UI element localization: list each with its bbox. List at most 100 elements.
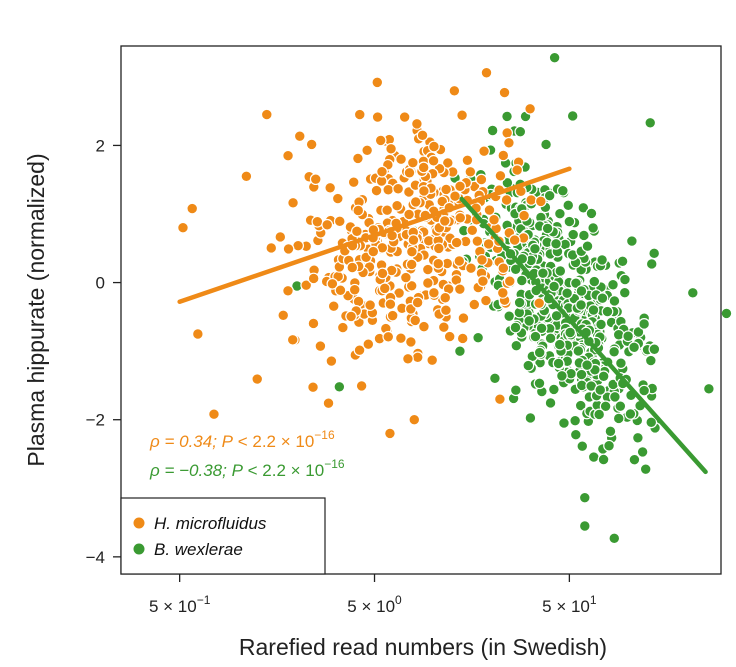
point-series-1-534: [564, 326, 577, 339]
point-series-0-391: [376, 267, 389, 280]
fit-line-series-0: [177, 166, 572, 305]
point-series-0-421: [186, 202, 199, 215]
point-series-1-332: [587, 221, 600, 234]
point-series-0-66: [497, 149, 510, 162]
fit-line-series-1: [459, 196, 708, 475]
point-series-0-401: [427, 286, 440, 299]
point-series-1-264: [607, 278, 619, 291]
legend-box: [120, 497, 326, 575]
point-series-0-295: [450, 236, 463, 249]
point-series-1-125: [544, 397, 557, 409]
point-series-0-292: [364, 299, 377, 312]
point-series-1-450: [597, 370, 610, 383]
point-series-1-224: [614, 400, 627, 413]
point-series-0-304: [403, 208, 415, 221]
point-series-0-92: [480, 294, 492, 307]
point-series-1-537: [509, 384, 522, 397]
point-series-0-156: [300, 279, 313, 292]
point-series-0-181: [498, 86, 511, 99]
point-series-0-228: [353, 344, 366, 357]
point-series-0-355: [327, 300, 340, 313]
point-series-1-410: [597, 453, 610, 466]
stat-b-wexlerae: ρ = −0.38; P < 2.2 × 10−16: [149, 457, 345, 480]
x-tick-label-2: 5 × 101: [542, 593, 597, 616]
plot-frame: [120, 45, 722, 575]
point-series-0-2: [361, 144, 374, 157]
point-series-1-423: [624, 408, 637, 420]
point-series-1-517: [581, 359, 593, 372]
point-series-1-551: [575, 299, 587, 311]
point-series-0-257: [402, 352, 414, 365]
point-series-1-425: [603, 439, 615, 452]
point-series-0-90: [274, 231, 287, 243]
point-series-0-430: [533, 297, 546, 310]
point-series-0-175: [386, 309, 399, 322]
point-series-1-466: [587, 304, 600, 316]
point-series-0-411: [334, 284, 347, 297]
point-series-1-439: [501, 110, 513, 123]
point-series-0-322: [382, 183, 395, 196]
point-series-0-399: [405, 245, 418, 258]
point-series-0-273: [309, 173, 322, 186]
point-series-0-385: [406, 156, 419, 169]
point-series-0-303: [405, 258, 418, 271]
point-series-1-504: [537, 267, 549, 280]
point-series-0-358: [432, 257, 445, 270]
point-series-0-330: [409, 314, 422, 327]
point-series-0-419: [371, 76, 384, 89]
point-series-1-472: [622, 330, 635, 343]
fit-lines: [177, 166, 708, 475]
point-series-0-426: [282, 149, 294, 162]
point-series-1-279: [645, 258, 658, 270]
point-series-1-388: [576, 440, 589, 453]
legend-marker-h-microfluidus: [133, 517, 145, 529]
point-series-1-531: [553, 338, 566, 351]
point-series-0-377: [461, 154, 474, 167]
point-series-0-288: [405, 279, 418, 292]
point-series-1-558: [585, 207, 598, 220]
point-series-0-373: [427, 154, 440, 167]
point-series-0-209: [483, 204, 496, 216]
point-series-0-398: [440, 304, 452, 317]
x-axis-label: Rarefied read numbers (in Swedish): [239, 634, 607, 660]
point-series-0-245: [534, 195, 547, 208]
point-series-0-12: [305, 138, 318, 151]
point-series-0-254: [326, 277, 339, 290]
point-series-1-441: [638, 318, 651, 330]
point-series-0-61: [466, 224, 479, 237]
point-series-0-375: [421, 277, 434, 289]
point-series-0-185: [437, 321, 450, 334]
point-series-1-293: [562, 199, 575, 212]
point-series-0-320: [496, 286, 509, 299]
point-series-0-290: [307, 317, 320, 330]
point-series-1-420: [561, 287, 574, 300]
point-series-1-270: [628, 453, 641, 466]
point-series-0-336: [409, 196, 422, 208]
point-series-0-301: [355, 379, 368, 392]
point-series-0-191: [471, 235, 484, 248]
point-series-0-417: [454, 180, 466, 193]
point-series-0-302: [482, 238, 495, 250]
point-series-0-133: [411, 117, 423, 130]
point-series-1-539: [509, 321, 522, 334]
point-series-1-328: [632, 326, 645, 338]
point-series-0-101: [325, 355, 338, 367]
point-series-0-33: [371, 111, 384, 123]
point-series-1-529: [638, 384, 651, 397]
point-series-1-475: [648, 343, 661, 356]
point-series-0-423: [208, 408, 220, 421]
point-series-0-293: [399, 271, 412, 284]
point-series-1-521: [595, 318, 607, 331]
point-series-1-368: [570, 277, 582, 290]
y-axis-label: Plasma hippurate (normalized): [23, 153, 49, 466]
point-series-0-393: [438, 214, 451, 227]
point-series-0-289: [314, 340, 327, 353]
point-series-0-214: [500, 194, 513, 206]
x-tick-label-1: 5 × 100: [347, 593, 402, 616]
point-series-0-366: [468, 298, 481, 311]
point-series-0-354: [376, 165, 388, 178]
point-series-1-570: [514, 125, 527, 138]
point-series-0-342: [381, 204, 394, 217]
point-series-0-416: [395, 153, 407, 166]
point-series-0-159: [518, 209, 530, 222]
